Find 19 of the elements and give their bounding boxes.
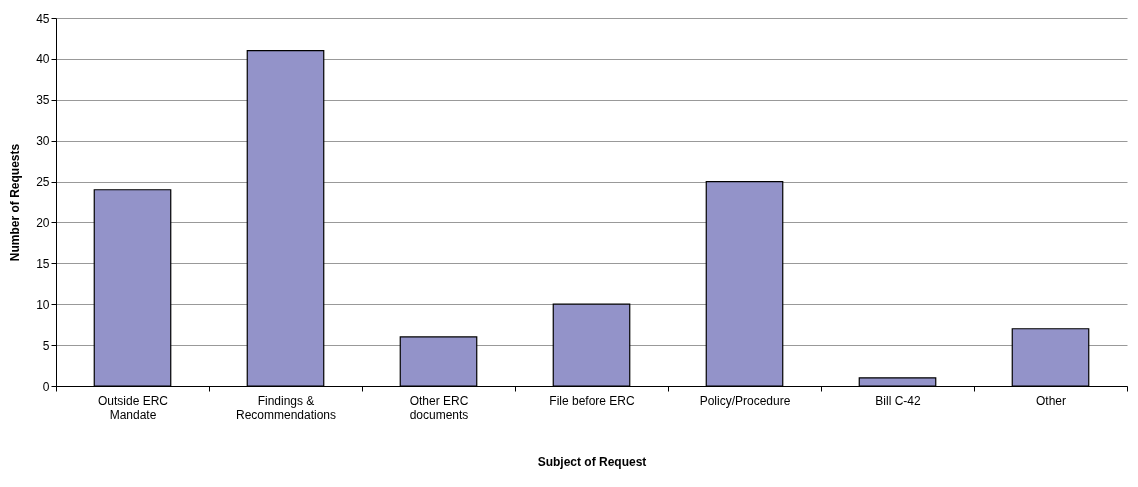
y-axis-title: Number of Requests — [8, 143, 23, 262]
y-tick-label: 0 — [42, 379, 50, 394]
y-tick-label: 5 — [42, 338, 50, 353]
x-tick-label: Outside ERC Mandate — [97, 393, 169, 422]
y-tick-label: 10 — [36, 297, 50, 312]
y-tick-label: 20 — [36, 215, 50, 230]
y-tick-label: 45 — [36, 11, 50, 26]
x-tick-label: Other — [1035, 393, 1067, 408]
x-tick-label: Findings & Recommendations — [235, 393, 337, 422]
y-tick-label: 25 — [36, 175, 50, 190]
x-tick-label: Bill C-42 — [875, 393, 921, 408]
y-tick-label: 35 — [36, 93, 50, 108]
y-tick-label: 15 — [36, 256, 50, 271]
x-tick-label: Other ERC documents — [409, 393, 469, 422]
x-axis-title: Subject of Request — [537, 454, 647, 469]
y-tick-label: 30 — [36, 134, 50, 149]
y-tick-label: 40 — [36, 52, 50, 67]
x-tick-label: File before ERC — [549, 393, 636, 408]
x-tick-label: Policy/Procedure — [699, 393, 791, 408]
